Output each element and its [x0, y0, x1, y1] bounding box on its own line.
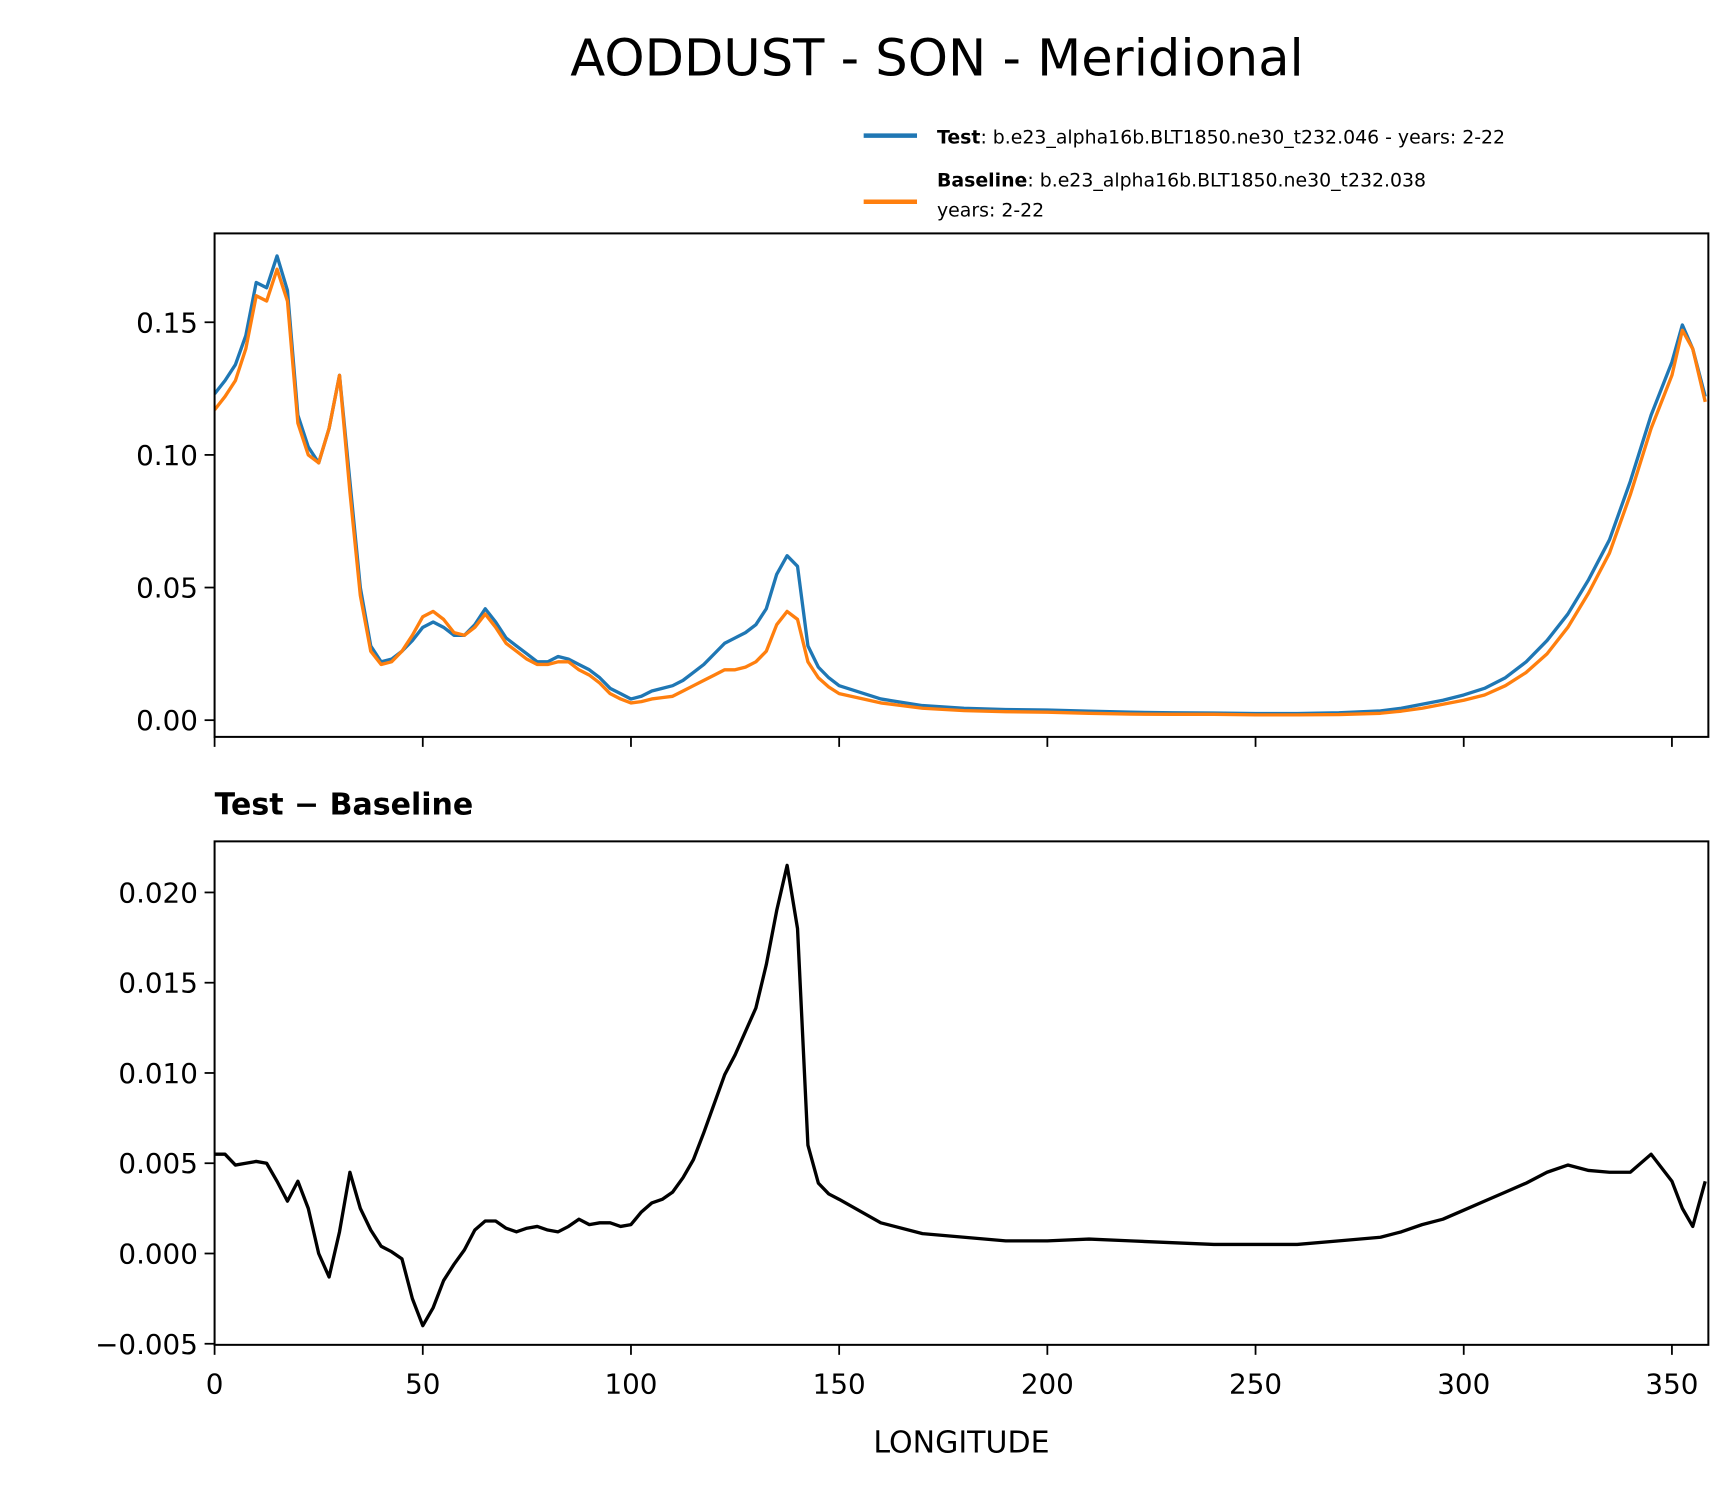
data-line — [214, 863, 1707, 1328]
x-axis-label: LONGITUDE — [873, 1426, 1049, 1461]
legend-description: : b.e23_alpha16b.BLT1850.ne30_t232.038 — [1027, 170, 1426, 192]
legend-description: : b.e23_alpha16b.BLT1850.ne30_t232.046 -… — [980, 126, 1505, 148]
y-tick-label: 0.010 — [118, 1057, 198, 1090]
y-tick-label: 0.005 — [118, 1147, 198, 1180]
y-tick-label: 0.000 — [118, 1238, 198, 1271]
axes-frame — [213, 232, 1710, 738]
legend-label: Test: b.e23_alpha16b.BLT1850.ne30_t232.0… — [937, 126, 1505, 148]
chart-title: AODDUST - SON - Meridional — [570, 30, 1303, 89]
y-tick-label: 0.15 — [136, 306, 198, 339]
data-line — [214, 254, 1707, 716]
legend-name: Baseline — [937, 170, 1027, 192]
x-tick-label: 50 — [405, 1368, 440, 1401]
x-tick-label: 0 — [206, 1368, 224, 1401]
legend-label: Baseline: b.e23_alpha16b.BLT1850.ne30_t2… — [937, 170, 1426, 222]
legend-name: Test — [937, 126, 980, 148]
y-tick-label: 0.05 — [136, 572, 198, 605]
x-tick-label: 200 — [1021, 1368, 1074, 1401]
legend-description: years: 2-22 — [937, 200, 1044, 222]
panel-title: Test − Baseline — [215, 788, 474, 823]
x-tick-label: 100 — [604, 1368, 657, 1401]
data-line — [214, 267, 1707, 717]
y-tick-label: −0.005 — [95, 1328, 198, 1361]
y-tick-label: 0.020 — [118, 876, 198, 909]
x-tick-label: 150 — [813, 1368, 866, 1401]
y-tick-label: 0.00 — [136, 704, 198, 737]
x-tick-label: 350 — [1645, 1368, 1698, 1401]
x-tick-label: 250 — [1229, 1368, 1282, 1401]
y-tick-label: 0.10 — [136, 439, 198, 472]
axes-frame — [213, 840, 1710, 1346]
y-tick-label: 0.015 — [118, 967, 198, 1000]
x-tick-label: 300 — [1437, 1368, 1490, 1401]
